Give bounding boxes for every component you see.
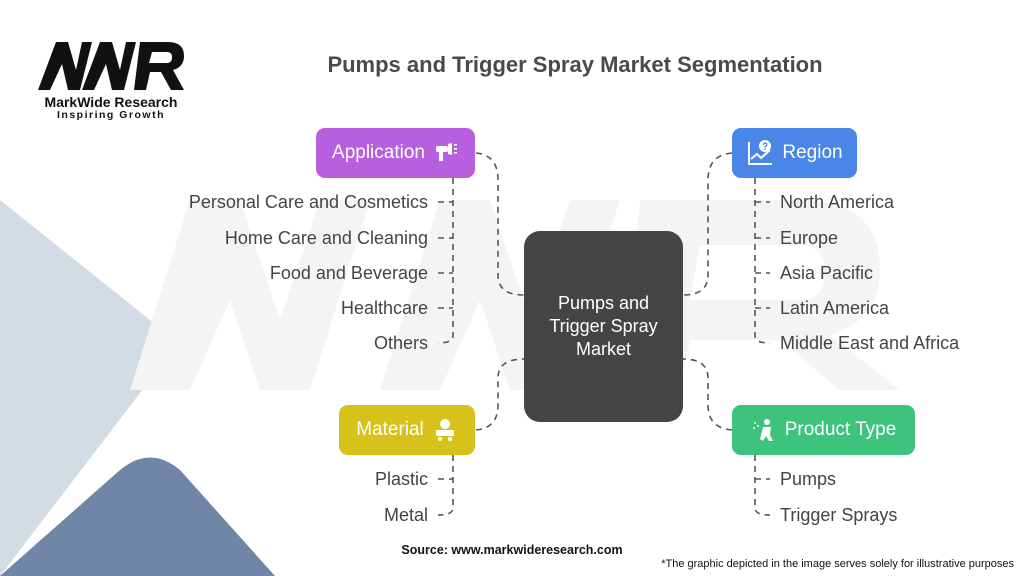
material-item: Plastic bbox=[374, 469, 428, 489]
region-items-line bbox=[754, 178, 771, 344]
region-item: Asia Pacific bbox=[780, 263, 874, 283]
category-label: Application bbox=[332, 142, 425, 163]
application-items-line bbox=[437, 178, 454, 344]
category-material: Material bbox=[339, 405, 475, 455]
source-text: Source: www.markwideresearch.com bbox=[401, 543, 623, 557]
connector-product bbox=[682, 358, 733, 431]
background-light-shape bbox=[0, 200, 160, 576]
logo-mark bbox=[38, 42, 184, 90]
materials-cart-icon bbox=[435, 419, 454, 441]
logo-tagline: Inspiring Growth bbox=[57, 109, 165, 121]
region-item: North America bbox=[780, 192, 895, 212]
connector-application bbox=[475, 152, 525, 296]
application-item: Healthcare bbox=[340, 298, 428, 318]
logo-name: MarkWide Research bbox=[44, 94, 178, 110]
category-label: Region bbox=[782, 142, 843, 163]
material-items-line bbox=[437, 455, 454, 516]
footnote: *The graphic depicted in the image serve… bbox=[661, 558, 1014, 570]
product-type-item: Pumps bbox=[780, 469, 837, 489]
center-node: Pumps and Trigger Spray Market bbox=[524, 231, 683, 422]
spray-gun-icon bbox=[435, 143, 457, 161]
background-dark-shape bbox=[0, 457, 275, 576]
region-item: Europe bbox=[780, 228, 839, 248]
category-label: Product Type bbox=[784, 419, 897, 440]
product-type-item: Trigger Sprays bbox=[780, 505, 898, 525]
region-item: Middle East and Africa bbox=[780, 333, 960, 353]
category-region: Region bbox=[732, 128, 857, 178]
page-title: Pumps and Trigger Spray Market Segmentat… bbox=[327, 52, 823, 77]
region-item: Latin America bbox=[780, 298, 890, 318]
product-items-line bbox=[754, 455, 771, 516]
category-label: Material bbox=[356, 419, 424, 440]
application-item: Home Care and Cleaning bbox=[224, 228, 428, 248]
material-item: Metal bbox=[383, 505, 428, 525]
person-spraying-icon bbox=[752, 419, 773, 441]
category-application: Application bbox=[316, 128, 475, 178]
connector-region bbox=[682, 152, 733, 296]
chart-question-icon bbox=[748, 140, 773, 165]
application-item: Others bbox=[373, 333, 428, 353]
application-item: Personal Care and Cosmetics bbox=[188, 192, 428, 212]
application-item: Food and Beverage bbox=[269, 263, 428, 283]
connector-material bbox=[475, 358, 525, 431]
category-product-type: Product Type bbox=[732, 405, 915, 455]
